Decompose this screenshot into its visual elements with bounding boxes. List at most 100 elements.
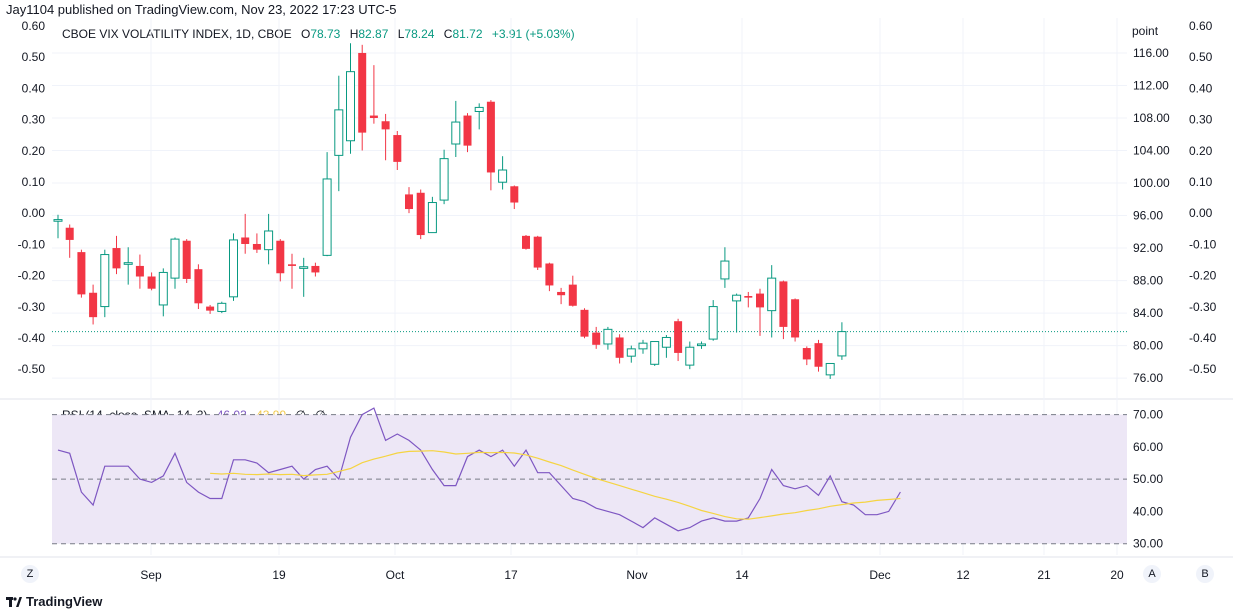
candle-down	[194, 269, 203, 304]
price-tick-label: 100.00	[1133, 176, 1170, 190]
candle-down	[405, 194, 413, 210]
candle-up	[346, 71, 355, 142]
candle-up	[498, 169, 508, 183]
candle-up	[650, 341, 660, 365]
candle-down	[533, 236, 542, 268]
time-tick-label: 17	[504, 568, 518, 582]
candle-down	[416, 192, 425, 236]
right-scale-tick-label: 0.00	[1189, 206, 1213, 220]
candle-down	[592, 332, 601, 345]
rsi-band-group	[52, 414, 1127, 545]
candle-up	[638, 342, 648, 350]
left-scale-tick-label: 0.00	[22, 206, 46, 220]
right-scale-tick-label: 0.30	[1189, 113, 1213, 127]
candle-down	[358, 52, 367, 133]
candle-down	[802, 348, 811, 360]
low-value: 78.24	[404, 27, 435, 41]
candle-up	[767, 277, 777, 312]
candle-down	[545, 263, 554, 286]
candle-down	[276, 240, 285, 274]
rsi-lines	[57, 407, 901, 532]
candle-up	[474, 106, 484, 112]
candle-up	[825, 362, 835, 376]
candle-up	[322, 178, 332, 256]
candle-down	[615, 337, 624, 358]
candle-down	[182, 240, 191, 279]
low-label: L	[397, 27, 405, 41]
open-value: 78.73	[310, 27, 341, 41]
candle-up	[100, 254, 110, 308]
candle-down	[135, 265, 144, 277]
brand-name: TradingView	[26, 594, 103, 609]
tradingview-logo-icon	[6, 596, 22, 607]
candle-down	[241, 237, 250, 244]
right-scale-tick-label: -0.30	[1189, 300, 1217, 314]
candle-up	[697, 343, 706, 347]
right-scale-tick-label: 0.20	[1189, 144, 1213, 158]
time-tick-label: 14	[735, 568, 749, 582]
candle-up	[685, 346, 695, 366]
candle-down	[311, 265, 320, 273]
candle-down	[393, 135, 402, 162]
candle-down	[89, 292, 98, 318]
candle-up	[299, 266, 309, 269]
close-label: C	[443, 27, 453, 41]
rsi-tick-label: 70.00	[1133, 408, 1163, 422]
rsi-tick-label: 30.00	[1133, 537, 1163, 551]
rsi-line	[57, 407, 901, 532]
time-tick-label: 12	[956, 568, 970, 582]
candle-up	[53, 219, 63, 222]
left-scale-tick-label: -0.30	[18, 300, 46, 314]
candle-down	[288, 264, 296, 266]
right-scale-tick-label: 0.60	[1189, 19, 1213, 33]
candle-down	[381, 121, 390, 130]
candle-down	[779, 281, 788, 327]
symbol-title: CBOE VIX VOLATILITY INDEX, 1D, CBOE	[62, 27, 292, 41]
close-value: 81.72	[452, 27, 483, 41]
candle-up	[837, 331, 847, 357]
left-scale-tick-label: -0.20	[18, 269, 46, 283]
rsi-sma-line	[210, 450, 901, 520]
candle-up	[158, 271, 168, 306]
left-scale-tick-label: 0.10	[22, 175, 46, 189]
auto-scale-button[interactable]: A	[1143, 565, 1161, 583]
open-label: O	[300, 27, 311, 41]
left-scale-tick-label: 0.60	[22, 19, 46, 33]
timezone-button[interactable]: Z	[21, 565, 39, 583]
candle-down	[568, 284, 577, 306]
axes: Sep 19 Oct 17 Nov 14 Dec 12 21 20 116.00 112.00 108.…	[18, 19, 1217, 582]
left-scale-tick-label: 0.20	[22, 144, 46, 158]
candle-down	[522, 235, 530, 249]
candle-down	[206, 306, 215, 311]
price-tick-label: 112.00	[1133, 78, 1169, 92]
candle-up	[626, 348, 636, 357]
candle-down	[77, 252, 86, 295]
candle-up	[123, 262, 133, 265]
price-tick-label: 92.00	[1133, 241, 1163, 255]
time-tick-label: Nov	[626, 568, 647, 582]
candle-up	[451, 121, 461, 145]
change-value: +3.91 (+5.03%)	[491, 27, 575, 41]
candle-up	[732, 294, 742, 302]
left-scale-tick-label: 0.40	[22, 81, 46, 95]
time-tick-label: Sep	[140, 568, 162, 582]
candle-down	[252, 243, 261, 250]
candles	[53, 43, 847, 379]
left-scale-tick-label: 0.30	[22, 113, 46, 127]
rsi-tick-label: 50.00	[1133, 472, 1163, 486]
price-tick-label: 80.00	[1133, 339, 1163, 353]
time-tick-label: 20	[1110, 568, 1124, 582]
candle-down	[557, 291, 566, 296]
footer-brand: TradingView	[6, 594, 102, 609]
scale-b-button[interactable]: B	[1196, 565, 1214, 583]
candle-up	[170, 238, 180, 279]
right-scale-tick-label: 0.10	[1189, 175, 1213, 189]
rsi-tick-label: 40.00	[1133, 504, 1163, 518]
candle-down	[147, 276, 156, 289]
ohlc-legend: CBOE VIX VOLATILITY INDEX, 1D, CBOE O78.…	[62, 27, 575, 41]
candle-up	[229, 239, 238, 298]
price-tick-label: 76.00	[1133, 371, 1163, 385]
publish-info: Jay1104 published on TradingView.com, No…	[6, 2, 397, 17]
price-tick-label: 108.00	[1133, 111, 1170, 125]
